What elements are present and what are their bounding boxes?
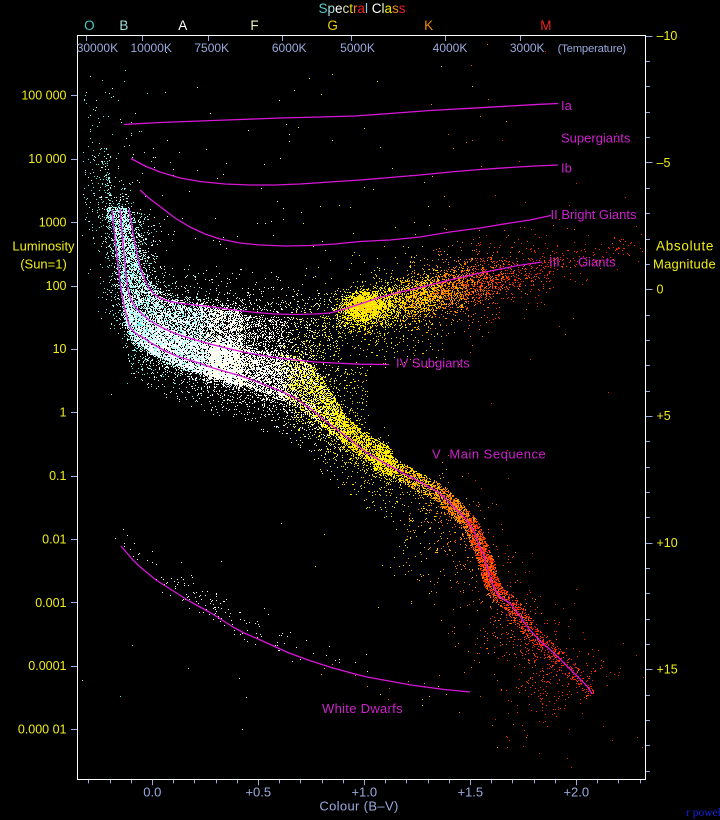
svg-text:0.1: 0.1	[49, 469, 66, 483]
svg-text:+10: +10	[657, 536, 678, 550]
svg-text:(Temperature): (Temperature)	[558, 43, 627, 55]
svg-text:Luminosity: Luminosity	[12, 239, 75, 254]
svg-text:10 000: 10 000	[28, 152, 66, 166]
svg-text:10: 10	[53, 342, 67, 356]
svg-text:II Bright Giants: II Bright Giants	[551, 207, 637, 222]
svg-text:Colour (B–V): Colour (B–V)	[319, 799, 398, 814]
svg-text:White Dwarfs: White Dwarfs	[322, 701, 403, 716]
svg-text:A: A	[178, 18, 187, 33]
svg-text:(Sun=1): (Sun=1)	[20, 257, 67, 272]
svg-text:Absolute: Absolute	[656, 239, 714, 254]
svg-text:B: B	[119, 18, 128, 33]
svg-text:III: III	[549, 255, 560, 270]
svg-text:–5: –5	[657, 156, 671, 170]
svg-text:Ib: Ib	[561, 161, 572, 176]
svg-text:5000K: 5000K	[340, 41, 375, 55]
svg-text:0.001: 0.001	[35, 596, 66, 610]
svg-text:–10: –10	[657, 29, 678, 43]
svg-text:Supergiants: Supergiants	[561, 131, 631, 146]
svg-text:F: F	[250, 18, 258, 33]
svg-text:1: 1	[60, 406, 67, 420]
svg-text:Spectral Class: Spectral Class	[318, 1, 405, 16]
svg-text:0.01: 0.01	[42, 532, 66, 546]
svg-text:1000: 1000	[39, 215, 67, 229]
svg-text:r powell: r powell	[686, 807, 720, 819]
svg-text:0.000 01: 0.000 01	[18, 723, 67, 737]
svg-text:M: M	[540, 18, 551, 33]
svg-text:Magnitude: Magnitude	[653, 257, 716, 272]
svg-text:0.0: 0.0	[143, 785, 161, 800]
svg-text:30000K: 30000K	[77, 41, 118, 55]
svg-text:V Main Sequence: V Main Sequence	[432, 447, 546, 462]
svg-text:G: G	[327, 18, 338, 33]
svg-text:IV Subgiants: IV Subgiants	[396, 356, 470, 371]
svg-text:0.0001: 0.0001	[28, 659, 66, 673]
svg-text:Ia: Ia	[561, 98, 573, 113]
svg-text:O: O	[84, 18, 95, 33]
svg-text:+1.0: +1.0	[351, 785, 377, 800]
svg-text:K: K	[424, 18, 433, 33]
svg-text:+1.5: +1.5	[457, 785, 483, 800]
svg-text:+2.0: +2.0	[563, 785, 589, 800]
svg-text:100 000: 100 000	[21, 89, 66, 103]
svg-text:10000K: 10000K	[131, 41, 172, 55]
svg-text:+0.5: +0.5	[245, 785, 271, 800]
svg-text:Giants: Giants	[578, 255, 616, 270]
svg-text:100: 100	[46, 279, 67, 293]
svg-text:4000K: 4000K	[433, 41, 468, 55]
svg-text:0: 0	[657, 283, 664, 297]
svg-text:+5: +5	[657, 409, 671, 423]
svg-text:6000K: 6000K	[272, 41, 307, 55]
svg-text:3000K: 3000K	[510, 41, 545, 55]
svg-text:7500K: 7500K	[194, 41, 229, 55]
svg-text:+15: +15	[657, 663, 678, 677]
